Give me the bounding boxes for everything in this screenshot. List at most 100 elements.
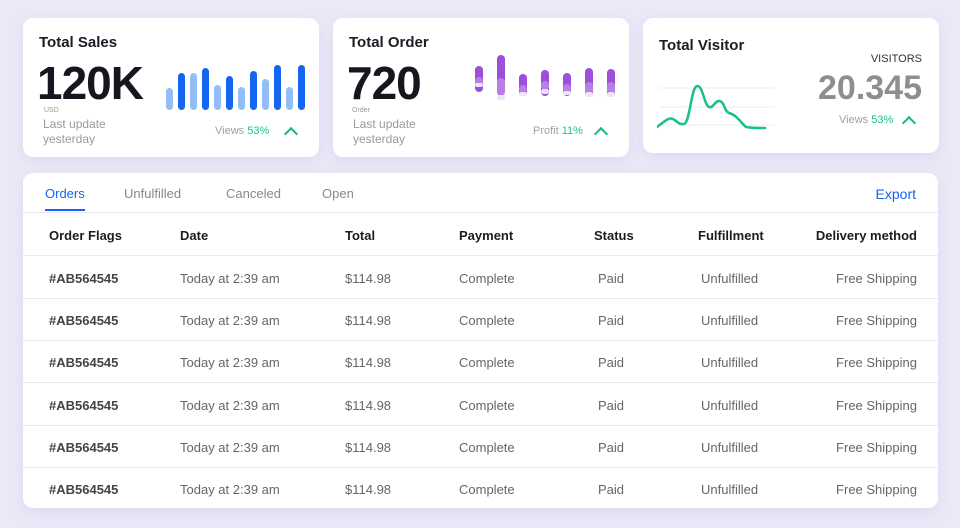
table-cell: Unfulfilled [701,271,759,286]
table-cell: Paid [598,439,625,455]
order-bar-segment [519,85,527,93]
sales-bar [262,79,269,110]
metric-label: Views [839,114,869,126]
table-cell: Today at 2:39 am [180,271,280,286]
sales-bar [286,87,293,110]
table-cell: #AB564545 [49,482,119,497]
column-header: Delivery method [815,228,917,243]
table-cell: Today at 2:39 am [180,313,280,329]
order-bar-segment [585,92,593,97]
last-update: Last update yesterday [43,117,106,146]
metric-value: 53% [247,125,270,137]
order-bar-segment [563,84,571,93]
sales-bar [178,72,185,110]
table-cell: Unfulfilled [701,397,759,413]
sales-bar [298,65,305,110]
views-metric: Views 53% [839,114,893,127]
table-row[interactable]: #AB564545 Today at 2:39 am $114.98 Complete… [23,384,938,426]
table-cell: $114.98 [345,439,392,455]
table-cell: Paid [598,271,625,286]
metric-value: 11% [561,125,583,137]
tab-open[interactable]: Open [322,186,354,201]
sales-unit: USD [44,107,59,114]
profit-metric: Profit 11% [533,125,583,138]
metric-value: 53% [871,114,894,126]
table-cell: #AB564545 [49,439,119,455]
views-metric: Views 53% [215,125,269,138]
table-cell: Today at 2:39 am [180,355,280,371]
table-cell: Complete [459,397,515,413]
column-header: Payment [459,228,514,243]
orders-table-card: Orders Unfulfilled Canceled Open Export … [23,173,938,508]
sales-value: 120K [37,57,144,109]
table-cell: Unfulfilled [701,439,759,455]
table-row[interactable]: #AB564545 Today at 2:39 am $114.98 Complete… [23,299,938,342]
table-cell: #AB564545 [49,313,119,329]
sales-bar [238,87,245,110]
table-row[interactable]: #AB564545 Today at 2:39 am $114.98 Complete… [23,426,938,468]
tab-unfulfilled[interactable]: Unfulfilled [124,186,182,201]
sales-bar [202,67,209,110]
table-cell: $114.98 [345,355,392,371]
table-cell: Unfulfilled [701,313,759,329]
table-cell: Paid [598,482,625,497]
tab-bar: Orders Unfulfilled Canceled Open Export [23,173,938,213]
table-cell: Today at 2:39 am [180,439,280,455]
orders-value: 720 [347,57,422,109]
table-cell: Today at 2:39 am [180,482,280,497]
table-cell: Paid [598,313,625,329]
metric-label: Profit [533,125,559,137]
order-bar-segment [585,82,593,94]
order-bar-segment [475,83,483,87]
sales-bar [214,84,221,110]
visitors-line-chart [657,84,775,130]
last-update: Last update yesterday [353,117,416,146]
table-cell: Unfulfilled [701,355,759,371]
card-title: Total Sales [39,34,118,51]
orders-unit: Order [352,107,370,114]
total-sales-card: Total Sales 120K USD Last update yesterd… [23,18,319,157]
column-header: Fulfillment [698,228,764,243]
table-row[interactable]: #AB564545 Today at 2:39 am $114.98 Complete… [23,468,938,508]
sales-bar [226,76,233,110]
order-bar-segment [607,82,615,94]
total-order-card: Total Order 720 Order Last update yester… [333,18,629,157]
table-header-row: Order Flags Date Total Payment Status Fulfill… [23,214,938,256]
card-title: Total Order [349,34,429,51]
table-cell: Free Shipping [836,313,917,329]
sales-bar [190,73,197,110]
order-bar-segment [497,95,505,100]
tab-orders[interactable]: Orders [45,186,85,211]
total-visitor-card: Total Visitor VISITORS 20.345 Views 53% [643,18,939,153]
table-row[interactable]: #AB564545 Today at 2:39 am $114.98 Complete… [23,341,938,384]
table-cell: #AB564545 [49,355,119,371]
table-cell: Complete [459,439,515,455]
column-header: Status [594,228,634,243]
visitors-label: VISITORS [870,53,922,65]
order-bar-segment [497,78,505,96]
chevron-up-icon [593,126,609,142]
order-bar-segment [475,77,483,86]
table-cell: $114.98 [345,482,392,497]
visitors-line [657,84,767,130]
table-cell: Free Shipping [836,271,917,286]
table-cell: Today at 2:39 am [180,397,280,413]
table-cell: #AB564545 [49,271,119,286]
column-header: Order Flags [49,228,122,243]
export-button[interactable]: Export [875,186,916,202]
table-cell: Paid [598,355,625,371]
table-cell: Complete [459,271,515,286]
table-cell: Free Shipping [836,439,917,455]
table-cell: Free Shipping [836,397,917,413]
order-bar-segment [563,91,571,95]
table-cell: Complete [459,355,515,371]
sales-bar [250,70,257,110]
order-bar-segment [519,92,527,96]
table-row[interactable]: #AB564545 Today at 2:39 am $114.98 Complete… [23,257,938,299]
metric-label: Views [215,125,245,137]
chevron-up-icon [901,115,917,131]
card-title: Total Visitor [659,37,745,54]
table-cell: Complete [459,482,515,497]
tab-canceled[interactable]: Canceled [226,186,281,201]
order-bar-segment [541,89,549,94]
